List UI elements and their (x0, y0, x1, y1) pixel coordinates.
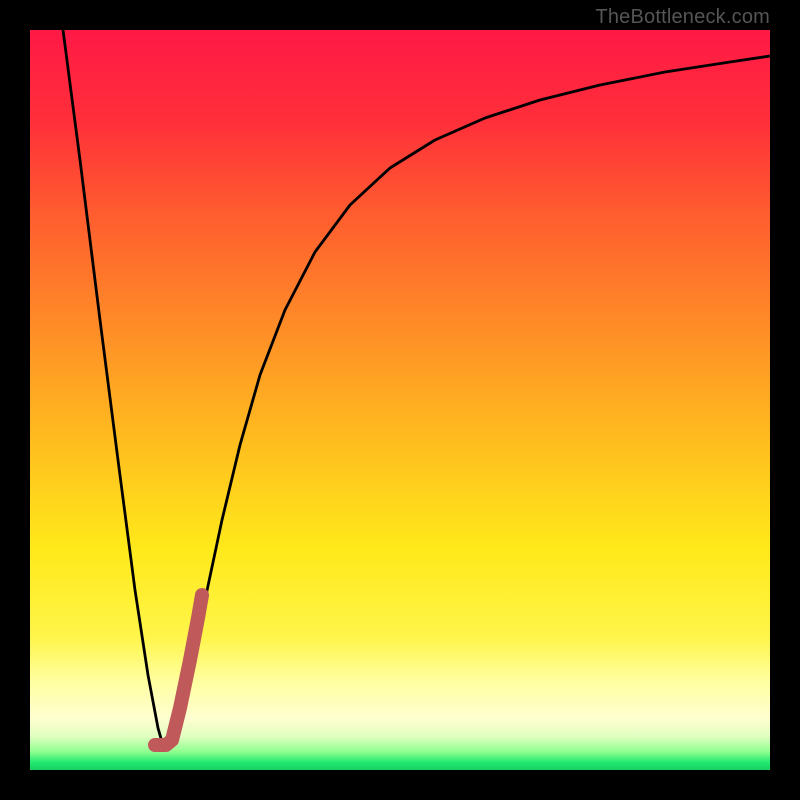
highlight-segment (155, 595, 202, 745)
watermark-text: TheBottleneck.com (595, 6, 770, 29)
chart-plot-area (30, 30, 770, 770)
curves-overlay (30, 30, 770, 770)
bottleneck-curve (63, 30, 770, 746)
